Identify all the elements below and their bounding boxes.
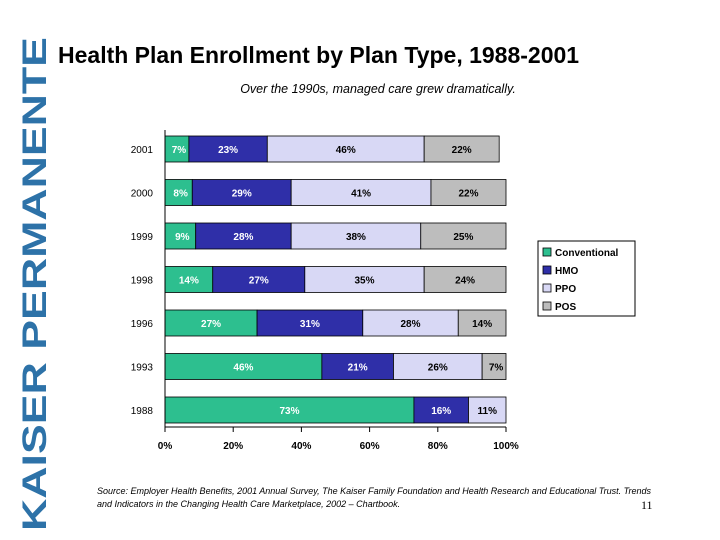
x-tick-label: 80% bbox=[428, 441, 448, 452]
bar-segment bbox=[164, 222, 197, 250]
bar-segment bbox=[321, 353, 394, 380]
bar-segment bbox=[430, 179, 507, 206]
x-tick-label: 100% bbox=[493, 441, 519, 452]
data-label: 27% bbox=[201, 319, 221, 330]
y-tick-label: 2001 bbox=[131, 145, 154, 156]
bar-segment bbox=[457, 309, 507, 337]
data-label: 24% bbox=[455, 276, 475, 287]
page-number: 11 bbox=[641, 498, 653, 512]
data-label: 28% bbox=[401, 319, 421, 330]
legend-swatch bbox=[542, 301, 552, 311]
source-label: Source: bbox=[97, 486, 129, 496]
x-tick-label: 0% bbox=[158, 441, 173, 452]
data-label: 21% bbox=[348, 363, 368, 374]
y-tick-label: 1993 bbox=[131, 363, 154, 374]
bar-segment bbox=[164, 179, 193, 206]
data-label: 35% bbox=[354, 276, 374, 287]
data-label: 14% bbox=[179, 276, 199, 287]
legend-label: PPO bbox=[555, 284, 576, 295]
source-text: Employer Health Benefits, 2001 Annual Su… bbox=[97, 486, 651, 509]
bar-segment bbox=[188, 135, 268, 163]
legend-swatch bbox=[542, 265, 552, 275]
x-tick-label: 20% bbox=[223, 441, 243, 452]
data-label: 28% bbox=[233, 232, 253, 243]
data-label: 46% bbox=[336, 145, 356, 156]
bar-segment bbox=[164, 266, 214, 293]
bar-segment bbox=[290, 179, 432, 206]
legend-box bbox=[537, 240, 636, 317]
data-label: 38% bbox=[346, 232, 366, 243]
bar-segment bbox=[164, 309, 258, 337]
bar-segment bbox=[481, 353, 507, 380]
data-label: 26% bbox=[428, 363, 448, 374]
y-tick-label: 2000 bbox=[131, 189, 154, 200]
bar-segment bbox=[290, 222, 422, 250]
source-note: Source: Employer Health Benefits, 2001 A… bbox=[97, 485, 657, 511]
data-label: 29% bbox=[232, 189, 252, 200]
data-label: 16% bbox=[431, 406, 451, 417]
slide-title: Health Plan Enrollment by Plan Type, 198… bbox=[58, 42, 580, 68]
data-label: 7% bbox=[172, 145, 187, 156]
x-tick-label: 40% bbox=[291, 441, 311, 452]
bar-segment bbox=[212, 266, 306, 293]
data-label: 25% bbox=[453, 232, 473, 243]
bar-segment bbox=[195, 222, 292, 250]
y-tick-label: 1999 bbox=[131, 232, 154, 243]
data-label: 9% bbox=[175, 232, 190, 243]
bar-segment bbox=[420, 222, 507, 250]
data-label: 8% bbox=[173, 189, 188, 200]
y-tick-label: 1988 bbox=[131, 406, 154, 417]
data-label: 41% bbox=[351, 189, 371, 200]
data-label: 22% bbox=[458, 189, 478, 200]
legend-swatch bbox=[542, 283, 552, 293]
slide-subtitle: Over the 1990s, managed care grew dramat… bbox=[240, 82, 516, 96]
data-label: 27% bbox=[249, 276, 269, 287]
data-label: 31% bbox=[300, 319, 320, 330]
bar-segment bbox=[164, 353, 323, 380]
data-label: 73% bbox=[279, 406, 299, 417]
legend-label: HMO bbox=[555, 266, 579, 277]
bar-segment bbox=[423, 266, 507, 293]
data-label: 11% bbox=[478, 406, 498, 417]
bar-segment bbox=[304, 266, 425, 293]
bar-segment bbox=[393, 353, 483, 380]
data-label: 22% bbox=[452, 145, 472, 156]
bar-segment bbox=[191, 179, 292, 206]
bar-segment bbox=[423, 135, 500, 163]
data-label: 23% bbox=[218, 145, 238, 156]
brand-wordmark: KAISER PERMANENTE bbox=[16, 37, 52, 531]
bar-segment bbox=[266, 135, 425, 163]
data-label: 14% bbox=[472, 319, 492, 330]
legend-swatch bbox=[542, 247, 552, 257]
kaiser-permanente-logo: KAISER PERMANENTE bbox=[16, 37, 52, 531]
x-tick-label: 60% bbox=[360, 441, 380, 452]
data-label: 46% bbox=[233, 363, 253, 374]
legend-label: POS bbox=[555, 302, 576, 313]
bar-segment bbox=[362, 309, 459, 337]
y-tick-label: 1998 bbox=[131, 276, 154, 287]
bar-segment bbox=[468, 396, 507, 424]
bar-segment bbox=[413, 396, 469, 424]
y-tick-label: 1996 bbox=[131, 319, 154, 330]
data-label: 7% bbox=[489, 363, 504, 374]
legend-label: Conventional bbox=[555, 248, 619, 259]
